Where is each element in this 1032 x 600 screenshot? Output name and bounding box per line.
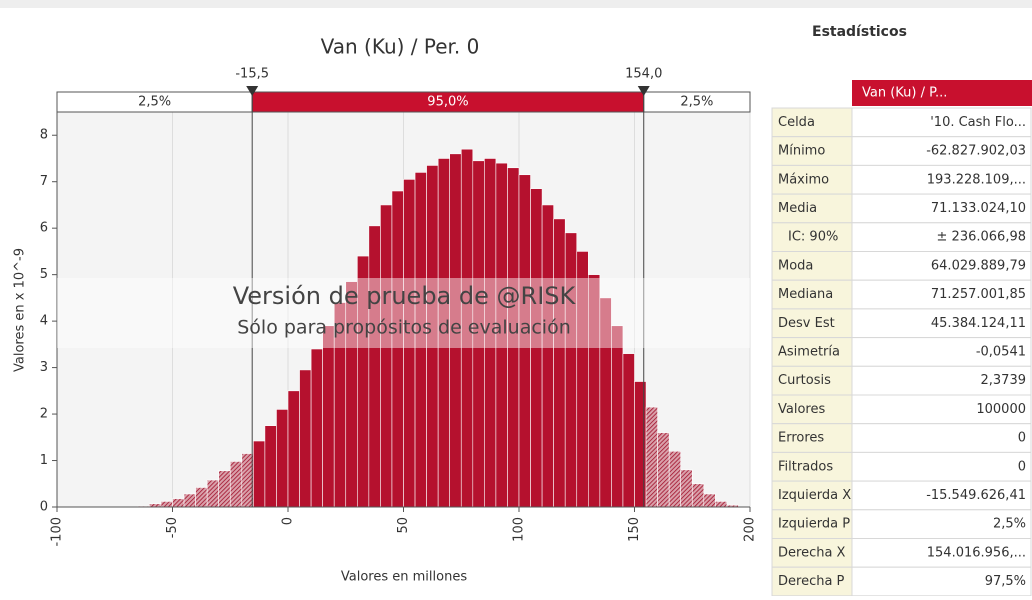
row-value: 71.257.001,85 [931,287,1026,302]
bar [219,471,231,507]
bar [658,433,670,507]
bar [161,501,173,507]
row-value: 64.029.889,79 [931,258,1026,273]
row-label: Asimetría [778,344,840,359]
row-value: -0,0541 [976,344,1026,359]
x-tick-label: 200 [743,517,758,542]
y-tick-label: 3 [40,360,48,375]
y-tick-label: 1 [40,453,48,468]
watermark-line: Versión de prueba de @RISK [233,282,577,310]
row-label: Mínimo [778,144,825,159]
y-tick-label: 4 [40,314,48,329]
bar [253,441,265,507]
bar [173,499,185,507]
x-tick-label: 50 [396,517,411,534]
bar [242,454,254,507]
delimiter-label: -15,5 [235,67,269,82]
row-value: 0 [1018,431,1026,446]
row-label: Desv Est [778,316,835,331]
y-tick-label: 8 [40,128,48,143]
bar [392,191,404,507]
x-tick-label: -100 [50,517,65,547]
row-label: Curtosis [778,373,831,388]
row-value: ± 236.066,98 [937,230,1026,245]
top-strip [0,0,1032,8]
y-tick-label: 5 [40,267,48,282]
bar [681,470,693,507]
bar [380,205,392,507]
row-value: 2,3739 [981,373,1027,388]
x-tick-label: 100 [512,517,527,542]
band-label: 2,5% [138,95,171,110]
bar [288,391,300,507]
bar [230,461,242,507]
band-label: 2,5% [680,95,713,110]
y-tick-label: 6 [40,221,48,236]
bar [611,326,623,507]
row-value: 71.133.024,10 [931,201,1026,216]
stats-title: Estadísticos [812,24,907,40]
bar [265,426,277,507]
x-tick-label: 0 [281,517,296,525]
band-label: 95,0% [427,95,468,110]
bar [704,494,716,507]
row-label: Mediana [778,287,833,302]
row-value: 154.016.956,... [927,545,1026,560]
watermark-line: Sólo para propósitos de evaluación [237,317,571,339]
bar [554,219,566,507]
row-label: Moda [778,258,813,273]
row-label: Izquierda X [778,488,851,503]
row-value: 97,5% [985,574,1026,589]
table-header: Van (Ku) / P... [862,86,947,101]
bar [646,407,658,507]
row-label: Errores [778,431,824,446]
bar [669,451,681,507]
row-label: Filtrados [778,459,833,474]
delimiter-label: 154,0 [625,67,662,82]
row-label: Izquierda P [778,517,850,532]
row-value-cell [852,452,1031,481]
row-value: 193.228.109,... [927,172,1026,187]
row-label: Derecha P [778,574,845,589]
x-tick-label: -50 [165,517,180,538]
bar [692,484,704,507]
row-value-cell [852,424,1031,453]
row-label: Derecha X [778,545,846,560]
x-axis-label: Valores en millones [341,570,467,585]
row-value: 45.384.124,11 [931,316,1026,331]
row-label: Celda [778,115,815,130]
bar [635,382,647,507]
row-value: -62.827.902,03 [926,144,1026,159]
row-value: 0 [1018,459,1026,474]
row-label: Media [778,201,817,216]
bar [311,349,323,507]
bar [565,233,577,507]
row-label: IC: 90% [788,230,838,245]
bar [300,370,312,507]
bar [184,494,196,507]
chart-title: Van (Ku) / Per. 0 [321,35,480,59]
bar [715,501,727,507]
bar [623,354,635,507]
row-label: Máximo [778,172,829,187]
y-tick-label: 7 [40,174,48,189]
bar [323,326,335,507]
bar [207,480,219,507]
y-tick-label: 0 [40,500,48,515]
row-value: -15.549.626,41 [926,488,1026,503]
bar [542,205,554,507]
x-tick-label: 150 [627,517,642,542]
row-value: '10. Cash Flo... [930,115,1026,130]
bar [369,226,381,507]
row-label: Valores [778,402,825,417]
bar [196,487,208,507]
row-value: 2,5% [993,517,1026,532]
row-value: 100000 [976,402,1026,417]
y-tick-label: 2 [40,407,48,422]
bar [276,409,288,507]
y-axis-label: Valores en x 10^-9 [13,248,28,372]
